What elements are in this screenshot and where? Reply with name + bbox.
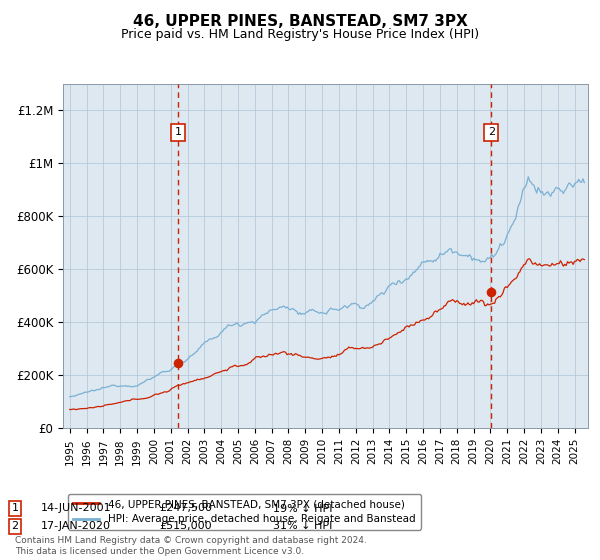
Text: Contains HM Land Registry data © Crown copyright and database right 2024.
This d: Contains HM Land Registry data © Crown c… <box>15 536 367 556</box>
Text: 31% ↓ HPI: 31% ↓ HPI <box>273 521 332 531</box>
Text: 1: 1 <box>175 127 182 137</box>
Text: £515,000: £515,000 <box>159 521 212 531</box>
Legend: 46, UPPER PINES, BANSTEAD, SM7 3PX (detached house), HPI: Average price, detache: 46, UPPER PINES, BANSTEAD, SM7 3PX (deta… <box>68 494 421 530</box>
Text: 14-JUN-2001: 14-JUN-2001 <box>41 503 112 514</box>
Text: 2: 2 <box>488 127 495 137</box>
Text: 46, UPPER PINES, BANSTEAD, SM7 3PX: 46, UPPER PINES, BANSTEAD, SM7 3PX <box>133 14 467 29</box>
Text: 17-JAN-2020: 17-JAN-2020 <box>41 521 111 531</box>
Text: 19% ↓ HPI: 19% ↓ HPI <box>273 503 332 514</box>
Text: £247,500: £247,500 <box>159 503 212 514</box>
Text: 1: 1 <box>11 503 19 514</box>
Text: 2: 2 <box>11 521 19 531</box>
Point <box>487 287 496 296</box>
Point <box>173 358 183 367</box>
Text: Price paid vs. HM Land Registry's House Price Index (HPI): Price paid vs. HM Land Registry's House … <box>121 28 479 41</box>
